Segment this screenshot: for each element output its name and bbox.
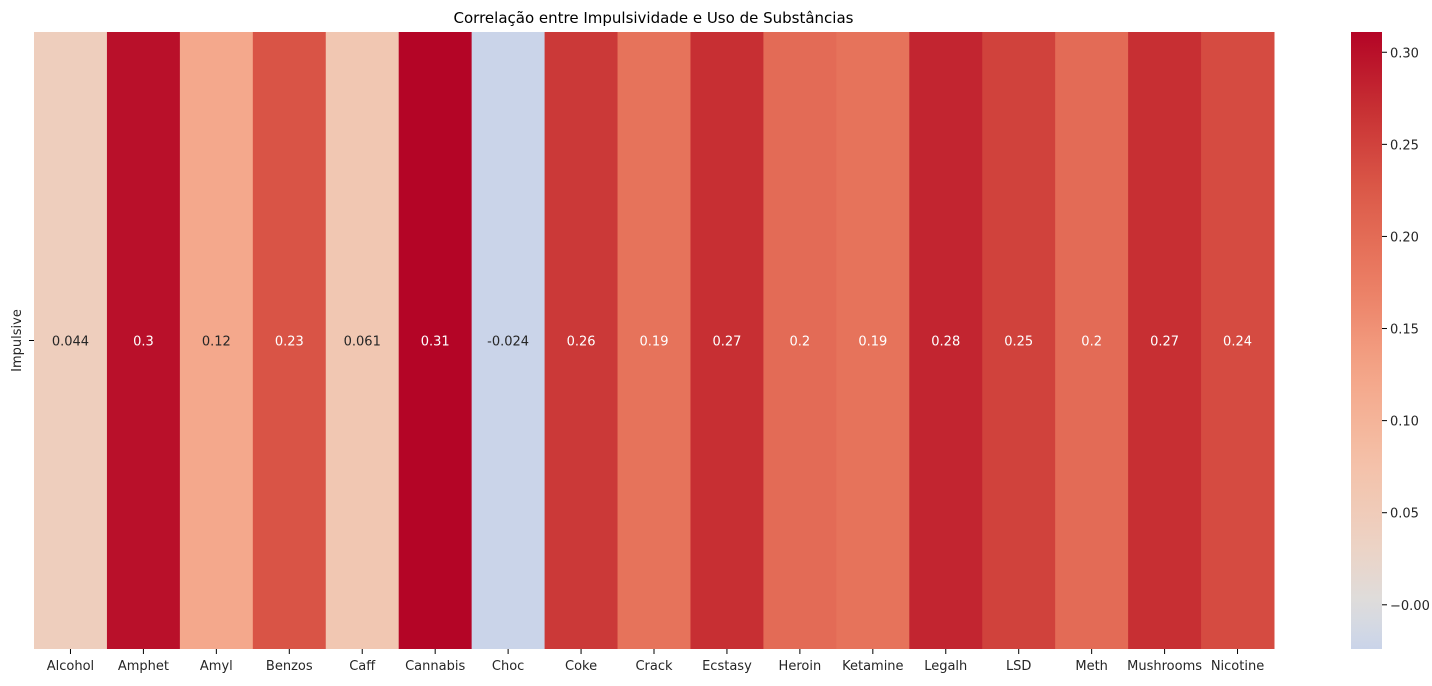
cell-annotation: 0.25 (1004, 335, 1033, 350)
cell-annotation: 0.044 (52, 335, 89, 350)
x-tick-label: Legalh (924, 659, 967, 674)
x-tick-label: Alcohol (47, 659, 94, 674)
x-tick-label: Nicotine (1211, 659, 1264, 674)
cell-annotation: -0.024 (487, 335, 529, 350)
cell-annotation: 0.31 (421, 335, 450, 350)
cell-annotation: 0.061 (344, 335, 381, 350)
heatmap-cell-coke (544, 32, 619, 649)
x-tick-label: Choc (492, 659, 524, 674)
x-tick-label: Mushrooms (1127, 659, 1202, 674)
y-tick-label: Impulsive (10, 309, 25, 372)
chart-title: Correlação entre Impulsividade e Uso de … (454, 9, 854, 27)
cell-annotations: 0.044 0.3 0.12 0.23 0.061 0.31 -0.024 0.26 0.19 0… (52, 335, 1252, 350)
colorbar-gradient (1351, 32, 1382, 649)
heatmap-cell-meth (1055, 32, 1129, 649)
colorbar-tick-label: 0.20 (1390, 230, 1419, 245)
x-tick-label: Ecstasy (702, 659, 752, 674)
heatmap-cell-caff (325, 32, 400, 649)
heatmap-cell-crack (617, 32, 691, 649)
x-tick-label: Ketamine (842, 659, 903, 674)
heatmap-cell-ketamine (836, 32, 910, 649)
x-tick-label: Cannabis (405, 659, 465, 674)
cell-annotation: 0.26 (567, 335, 596, 350)
x-tick-label: Amyl (200, 659, 233, 674)
heatmap-cell-amphet (106, 32, 181, 649)
heatmap-cell-benzos (252, 32, 327, 649)
x-tick-label: Caff (349, 659, 376, 674)
heatmap-cell-amyl (179, 32, 254, 649)
cell-annotation: 0.27 (1150, 335, 1179, 350)
colorbar-tick-label: −0.00 (1390, 599, 1430, 614)
cell-annotation: 0.19 (858, 335, 887, 350)
cell-annotation: 0.2 (1081, 335, 1102, 350)
cell-annotation: 0.19 (640, 335, 669, 350)
x-tick-label: Coke (565, 659, 597, 674)
x-tick-label: Meth (1075, 659, 1108, 674)
colorbar-tick-label: 0.30 (1390, 46, 1419, 61)
cell-annotation: 0.23 (275, 335, 304, 350)
heatmap-cell-heroin (763, 32, 837, 649)
heatmap-cell-ecstasy (690, 32, 764, 649)
colorbar-tick-label: 0.10 (1390, 415, 1419, 430)
cell-annotation: 0.12 (202, 335, 231, 350)
heatmap-cell-legalh (909, 32, 983, 649)
x-tick-label: Crack (635, 659, 673, 674)
cell-annotation: 0.24 (1223, 335, 1252, 350)
heatmap-cell-lsd (982, 32, 1056, 649)
heatmap-cell-nicotine (1201, 32, 1275, 649)
cell-annotation: 0.3 (133, 335, 154, 350)
heatmap-cell-choc (471, 32, 546, 649)
cell-annotation: 0.27 (712, 335, 741, 350)
x-tick-label: LSD (1006, 659, 1032, 674)
x-axis: Alcohol Amphet Amyl Benzos Caff Cannabis Choc C… (47, 649, 1264, 674)
heatmap-cell-alcohol (34, 32, 108, 649)
x-tick-label: Benzos (266, 659, 313, 674)
colorbar-tick-label: 0.15 (1390, 323, 1419, 338)
cell-annotation: 0.28 (931, 335, 960, 350)
colorbar-tick-label: 0.25 (1390, 138, 1419, 153)
heatmap-cells (34, 32, 1275, 649)
x-tick-label: Amphet (118, 659, 169, 674)
y-axis: Impulsive (10, 309, 34, 372)
x-tick-label: Heroin (779, 659, 822, 674)
cell-annotation: 0.2 (790, 335, 811, 350)
heatmap-cell-mushrooms (1128, 32, 1202, 649)
colorbar: −0.00 0.05 0.10 0.15 0.20 0.25 0.30 (1351, 32, 1430, 649)
colorbar-tick-label: 0.05 (1390, 507, 1419, 522)
heatmap-cell-cannabis (398, 32, 473, 649)
